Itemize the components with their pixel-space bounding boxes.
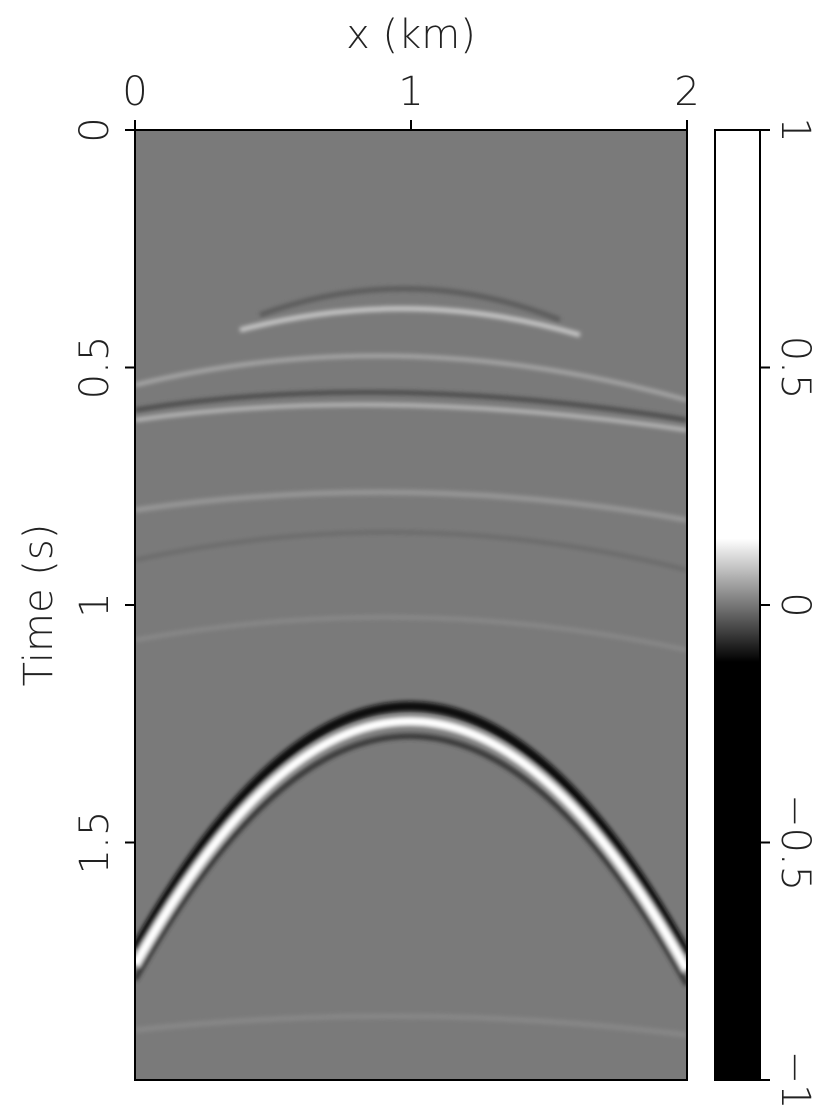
y-axis-label: Time (s)	[16, 524, 62, 687]
x-tick-label: 2	[674, 69, 699, 115]
colorbar-tick-label: 0.5	[772, 336, 818, 400]
x-tick-label: 1	[398, 69, 423, 115]
y-tick-label: 0.5	[72, 336, 118, 400]
colorbar-tick-label: −0.5	[772, 794, 818, 891]
colorbar-tick-label: 1	[772, 117, 818, 142]
y-tick-label: 1	[72, 592, 118, 617]
colorbar-tick-label: −1	[772, 1051, 818, 1110]
colorbar-tick-label: 0	[772, 592, 818, 617]
y-tick-label: 1.5	[72, 811, 118, 875]
x-axis-label: x (km)	[346, 12, 476, 58]
chart: x (km) Time (s) 0 1 2 0 0.5 1 1.5 −1 −0.5 0 0.5 1	[0, 0, 818, 1111]
x-tick-label: 0	[122, 69, 147, 115]
seismic-image	[135, 130, 687, 1080]
y-tick-label: 0	[72, 117, 118, 142]
colorbar	[715, 130, 760, 1080]
